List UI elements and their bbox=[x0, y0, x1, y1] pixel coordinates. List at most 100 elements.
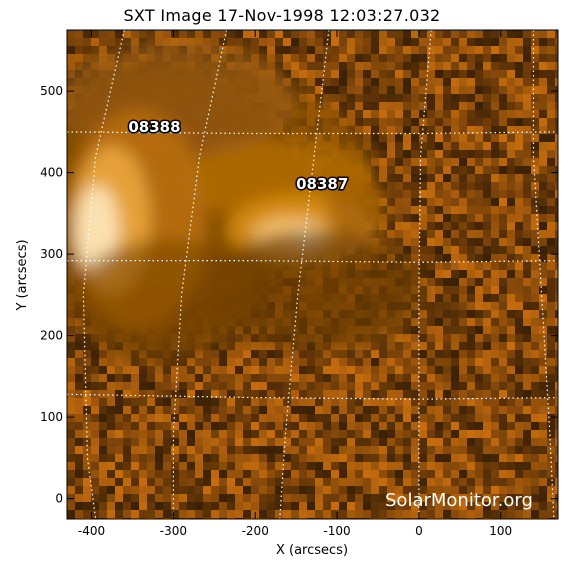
image-pixel bbox=[427, 246, 435, 254]
image-pixel bbox=[419, 510, 427, 518]
image-pixel bbox=[251, 350, 259, 358]
image-pixel bbox=[387, 518, 395, 519]
image-pixel bbox=[403, 150, 411, 158]
image-pixel bbox=[419, 470, 427, 478]
image-pixel bbox=[411, 86, 419, 94]
image-pixel bbox=[419, 406, 427, 414]
image-pixel bbox=[283, 494, 291, 502]
image-pixel bbox=[467, 150, 475, 158]
image-pixel bbox=[307, 350, 315, 358]
image-pixel bbox=[275, 358, 283, 366]
image-pixel bbox=[555, 94, 558, 102]
image-pixel bbox=[459, 94, 467, 102]
image-pixel bbox=[259, 462, 267, 470]
image-pixel bbox=[179, 462, 187, 470]
image-pixel bbox=[171, 438, 179, 446]
image-pixel bbox=[331, 46, 339, 54]
image-pixel bbox=[507, 382, 515, 390]
image-pixel bbox=[427, 142, 435, 150]
image-pixel bbox=[251, 430, 259, 438]
solar-image: 08388 08387 SolarMonitor.org bbox=[67, 30, 558, 519]
image-pixel bbox=[203, 422, 211, 430]
image-pixel bbox=[179, 406, 187, 414]
image-pixel bbox=[555, 214, 558, 222]
image-pixel bbox=[555, 54, 558, 62]
image-pixel bbox=[491, 78, 499, 86]
image-pixel bbox=[451, 374, 459, 382]
image-pixel bbox=[211, 478, 219, 486]
image-pixel bbox=[419, 462, 427, 470]
image-pixel bbox=[147, 438, 155, 446]
image-pixel bbox=[259, 502, 267, 510]
image-pixel bbox=[475, 438, 483, 446]
image-pixel bbox=[315, 366, 323, 374]
image-pixel bbox=[451, 366, 459, 374]
image-pixel bbox=[443, 286, 451, 294]
image-pixel bbox=[363, 366, 371, 374]
image-pixel bbox=[547, 334, 555, 342]
image-pixel bbox=[355, 38, 363, 46]
image-pixel bbox=[299, 54, 307, 62]
image-pixel bbox=[411, 422, 419, 430]
image-pixel bbox=[219, 478, 227, 486]
image-pixel bbox=[171, 382, 179, 390]
image-pixel bbox=[515, 150, 523, 158]
image-pixel bbox=[451, 254, 459, 262]
image-pixel bbox=[499, 94, 507, 102]
image-pixel bbox=[315, 406, 323, 414]
image-pixel bbox=[339, 70, 347, 78]
image-pixel bbox=[483, 190, 491, 198]
image-pixel bbox=[547, 54, 555, 62]
image-pixel bbox=[267, 462, 275, 470]
image-pixel bbox=[107, 462, 115, 470]
image-pixel bbox=[515, 166, 523, 174]
image-pixel bbox=[275, 390, 283, 398]
image-pixel bbox=[523, 230, 531, 238]
image-pixel bbox=[267, 30, 275, 38]
image-pixel bbox=[363, 406, 371, 414]
image-pixel bbox=[315, 382, 323, 390]
image-pixel bbox=[243, 478, 251, 486]
image-pixel bbox=[363, 454, 371, 462]
image-pixel bbox=[411, 454, 419, 462]
image-pixel bbox=[491, 262, 499, 270]
image-pixel bbox=[483, 462, 491, 470]
image-pixel bbox=[483, 326, 491, 334]
image-pixel bbox=[363, 438, 371, 446]
image-pixel bbox=[507, 390, 515, 398]
image-pixel bbox=[387, 150, 395, 158]
image-pixel bbox=[427, 342, 435, 350]
image-pixel bbox=[523, 142, 531, 150]
image-pixel bbox=[147, 414, 155, 422]
image-pixel bbox=[499, 190, 507, 198]
image-pixel bbox=[403, 38, 411, 46]
image-pixel bbox=[99, 494, 107, 502]
image-pixel bbox=[507, 270, 515, 278]
image-pixel bbox=[323, 462, 331, 470]
image-pixel bbox=[363, 374, 371, 382]
image-pixel bbox=[443, 430, 451, 438]
image-pixel bbox=[435, 470, 443, 478]
image-pixel bbox=[163, 374, 171, 382]
image-pixel bbox=[491, 38, 499, 46]
image-pixel bbox=[355, 502, 363, 510]
image-pixel bbox=[475, 70, 483, 78]
image-pixel bbox=[299, 398, 307, 406]
image-pixel bbox=[355, 86, 363, 94]
image-pixel bbox=[395, 134, 403, 142]
image-pixel bbox=[515, 190, 523, 198]
image-pixel bbox=[203, 446, 211, 454]
image-pixel bbox=[363, 118, 371, 126]
image-pixel bbox=[443, 438, 451, 446]
image-pixel bbox=[91, 502, 99, 510]
image-pixel bbox=[75, 470, 83, 478]
image-pixel bbox=[219, 398, 227, 406]
image-pixel bbox=[67, 414, 75, 422]
image-pixel bbox=[459, 78, 467, 86]
image-pixel bbox=[379, 366, 387, 374]
image-pixel bbox=[531, 142, 539, 150]
image-pixel bbox=[491, 462, 499, 470]
image-pixel bbox=[459, 174, 467, 182]
image-pixel bbox=[123, 462, 131, 470]
image-pixel bbox=[459, 406, 467, 414]
